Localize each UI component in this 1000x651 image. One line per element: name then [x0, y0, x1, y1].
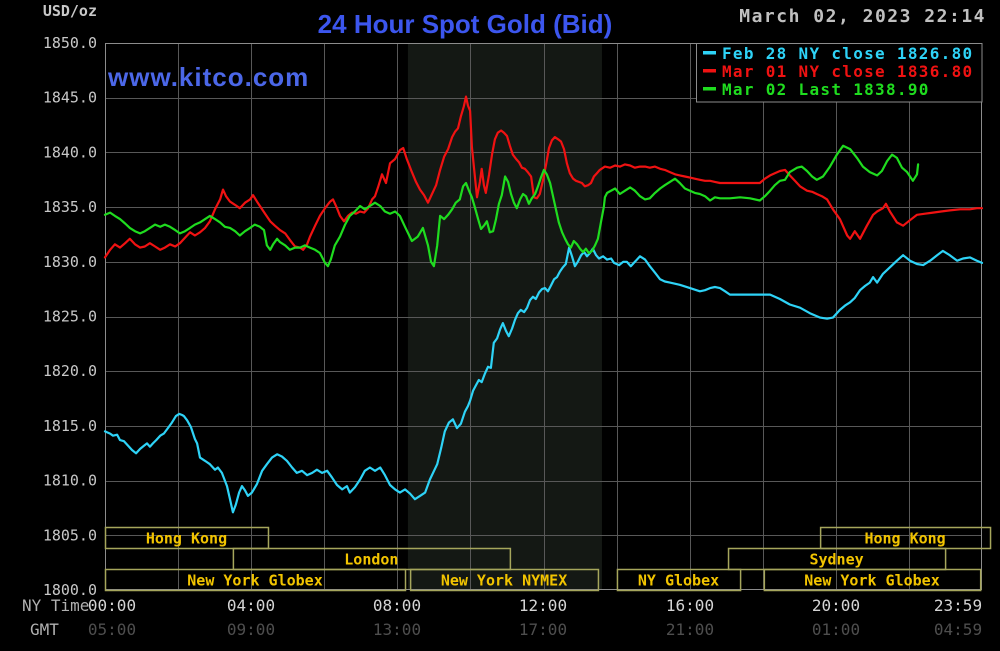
session-label: Hong Kong [864, 530, 945, 548]
gmt-tick-label: 09:00 [227, 620, 275, 639]
session-label: New York NYMEX [441, 572, 567, 590]
gmt-tick-label: 17:00 [519, 620, 567, 639]
session-label: New York Globex [804, 572, 939, 590]
legend-item-label: Mar 02 Last 1838.90 [722, 80, 930, 99]
session-box: New York Globex [763, 568, 982, 592]
legend-item-label: Feb 28 NY close 1826.80 [722, 44, 973, 63]
series-line-0 [103, 246, 984, 514]
session-label: Sydney [809, 551, 863, 569]
session-label: London [344, 551, 398, 569]
legend-marker [703, 51, 716, 55]
market-sessions-layer: Hong Kong Hong Kong London Sydney New York G… [104, 526, 992, 592]
nymex-hours-shade [407, 43, 602, 590]
ny-time-tick-label: 12:00 [519, 596, 567, 615]
kitco-watermark: www.kitco.com [107, 62, 309, 92]
y-tick-label: 1830.0 [43, 253, 97, 271]
session-box: New York Globex [104, 568, 407, 592]
chart-title: 24 Hour Spot Gold (Bid) [318, 9, 613, 39]
shaded-band-layer [407, 43, 602, 590]
session-box: NY Globex [616, 568, 742, 592]
plot-border [105, 43, 982, 590]
legend-box [696, 43, 983, 103]
gmt-tick-label: 01:00 [812, 620, 860, 639]
session-box: Hong Kong [819, 526, 992, 550]
y-tick-label: 1815.0 [43, 417, 97, 435]
ny-time-tick-label: 16:00 [666, 596, 714, 615]
ny-time-tick-label: 20:00 [812, 596, 860, 615]
gmt-tick-label: 05:00 [88, 620, 136, 639]
price-series-layer [103, 95, 984, 514]
legend-marker [703, 87, 716, 91]
gmt-row-label: GMT [30, 620, 59, 639]
y-tick-label: 1850.0 [43, 34, 97, 52]
units-label: USD/oz [43, 2, 97, 20]
session-label: Hong Kong [146, 530, 227, 548]
series-line-2 [103, 144, 920, 268]
session-box-outline [104, 526, 270, 550]
gmt-tick-label: 13:00 [373, 620, 421, 639]
y-tick-label: 1825.0 [43, 308, 97, 326]
session-box: Hong Kong [104, 526, 270, 550]
series-line-1 [103, 95, 984, 259]
session-box: New York NYMEX [409, 568, 600, 592]
y-axis-labels: 1850.0 1845.0 1840.0 1835.0 1830.0 1825.0 1820… [43, 34, 97, 599]
ny-time-tick-label: 23:59 [934, 596, 982, 615]
ny-time-tick-label: 04:00 [227, 596, 275, 615]
y-tick-label: 1800.0 [43, 581, 97, 599]
gmt-tick-label: 04:59 [934, 620, 982, 639]
gmt-tick-label: 21:00 [666, 620, 714, 639]
y-tick-label: 1810.0 [43, 472, 97, 490]
y-tick-label: 1820.0 [43, 362, 97, 380]
legend-marker [703, 69, 716, 73]
session-label: NY Globex [638, 572, 719, 590]
y-tick-label: 1835.0 [43, 198, 97, 216]
x-axis-labels: 00:00 04:00 08:00 12:00 16:00 20:00 23:59 05:00… [88, 596, 982, 639]
chart-datetime: March 02, 2023 22:14 [739, 6, 986, 27]
legend-item-label: Mar 01 NY close 1836.80 [722, 62, 973, 81]
y-tick-label: 1840.0 [43, 143, 97, 161]
y-tick-label: 1845.0 [43, 89, 97, 107]
session-box-outline [763, 568, 982, 592]
ny-time-row-label: NY Time [22, 596, 89, 615]
grid-layer [105, 43, 982, 590]
y-tick-label: 1805.0 [43, 526, 97, 544]
session-box: Sydney [727, 547, 947, 571]
session-label: New York Globex [187, 572, 322, 590]
ny-time-tick-label: 00:00 [88, 596, 136, 615]
ny-time-tick-label: 08:00 [373, 596, 421, 615]
session-box-outline [616, 568, 742, 592]
session-box-outline [409, 568, 600, 592]
session-box-outline [104, 568, 407, 592]
